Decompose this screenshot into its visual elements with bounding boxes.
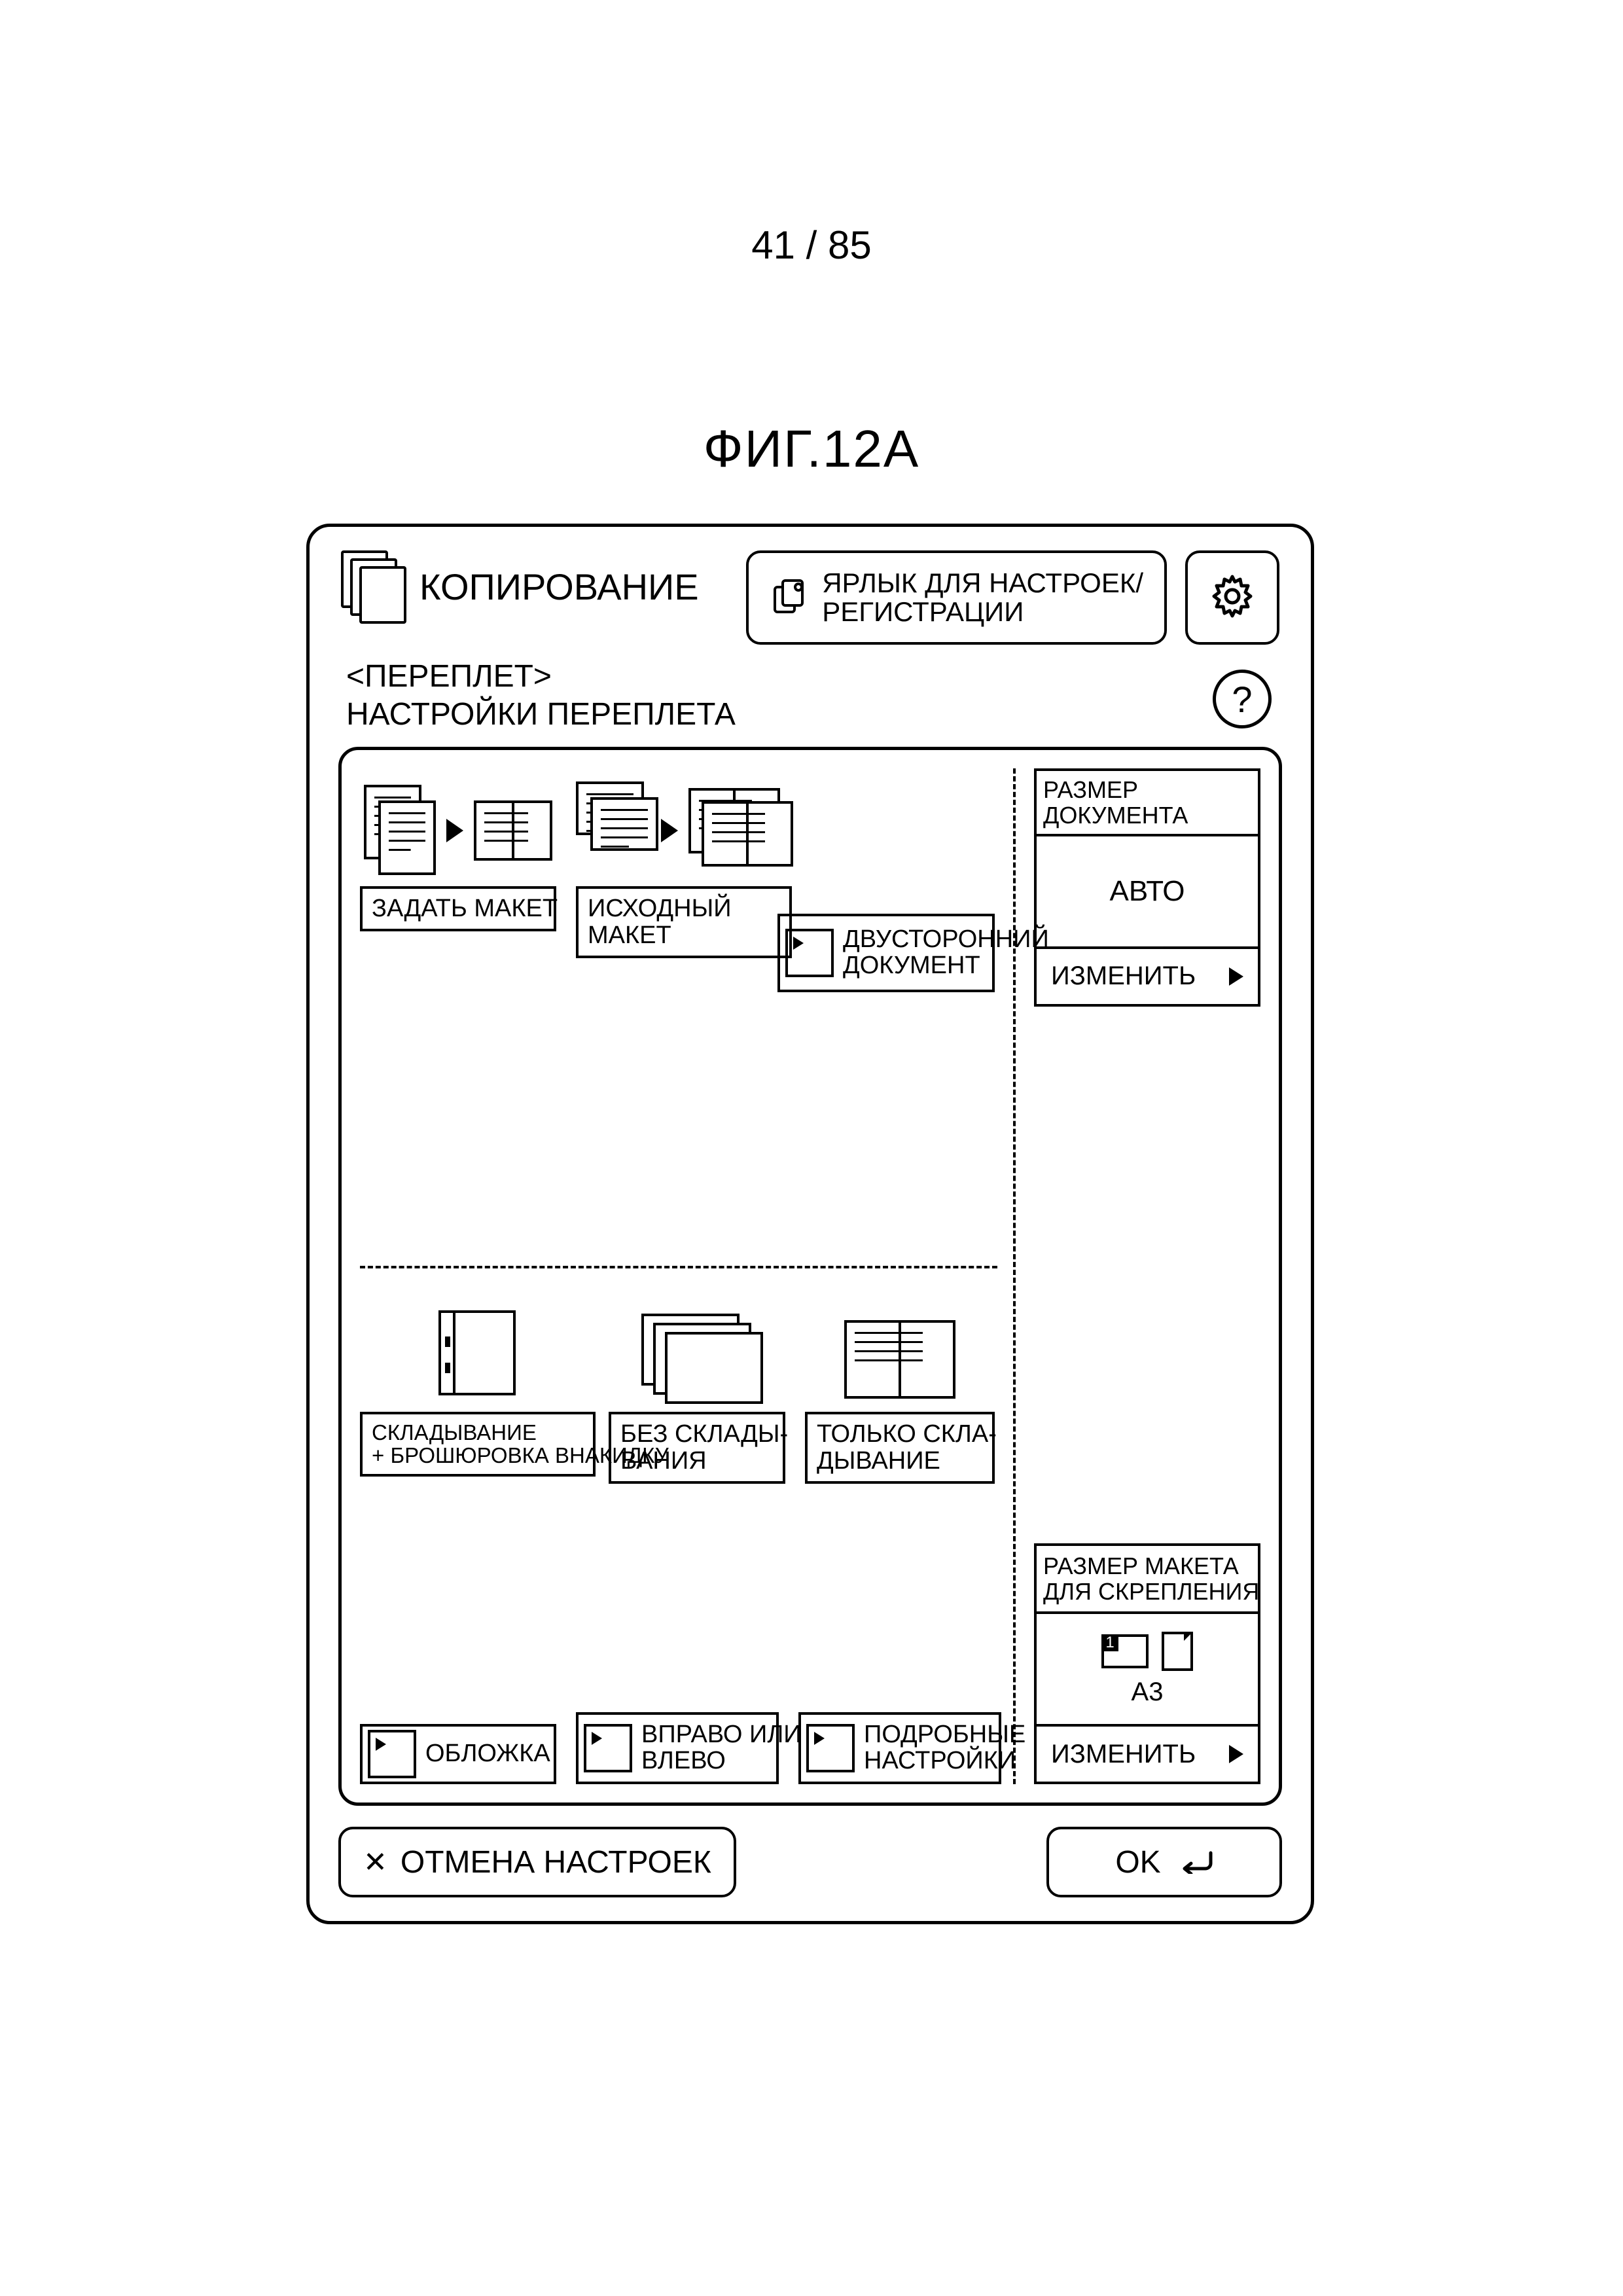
- opt-fold-staple[interactable]: СКЛАДЫВАНИЕ + БРОШЮРОВКА ВНАКИДКУ: [360, 1307, 596, 1477]
- layout-size-value: A3: [1132, 1677, 1164, 1707]
- gear-icon: [1209, 573, 1256, 623]
- two-sided-indicator: [785, 929, 834, 977]
- booklet-icon: [474, 800, 552, 861]
- chevron-right-icon: [1229, 1745, 1243, 1763]
- subtitle-line2: НАСТРОЙКИ ПЕРЕПЛЕТА: [346, 696, 736, 734]
- cover-indicator: [368, 1730, 416, 1778]
- doc-size-label: РАЗМЕР ДОКУМЕНТА: [1034, 768, 1260, 834]
- opt-set-layout[interactable]: ЗАДАТЬ МАКЕТ: [360, 775, 556, 931]
- fold-staple-label: СКЛАДЫВАНИЕ + БРОШЮРОВКА ВНАКИДКУ: [360, 1412, 596, 1477]
- subtitle: <ПЕРЕПЛЕТ> НАСТРОЙКИ ПЕРЕПЛЕТА: [346, 658, 736, 733]
- opt-no-fold[interactable]: БЕЗ СКЛАДЫ- ВАНИЯ: [609, 1307, 785, 1484]
- cover-label: ОБЛОЖКА: [425, 1741, 550, 1767]
- source-layout-icon: [576, 775, 792, 886]
- chevron-right-icon: [1229, 967, 1243, 986]
- help-icon: ?: [1232, 678, 1252, 721]
- layout-size-change-button[interactable]: ИЗМЕНИТЬ: [1034, 1724, 1260, 1784]
- cancel-settings-label: ОТМЕНА НАСТРОЕК: [401, 1844, 711, 1880]
- booklets-icon: [688, 788, 792, 873]
- set-layout-label: ЗАДАТЬ МАКЕТ: [360, 886, 556, 931]
- no-fold-icon: [609, 1307, 785, 1412]
- copy-icon: [341, 550, 404, 622]
- horizontal-divider: [360, 1266, 997, 1268]
- arrow-right-icon: [446, 819, 463, 842]
- shortcut-settings-button[interactable]: ЯРЛЫК ДЛЯ НАСТРОЕК/ РЕГИСТРАЦИИ: [746, 550, 1167, 645]
- sheet-icon: [1162, 1632, 1193, 1671]
- opt-source-layout[interactable]: ИСХОДНЫЙ МАКЕТ: [576, 775, 792, 958]
- figure-title: ФИГ.12A: [0, 419, 1623, 479]
- page-number: 41 / 85: [0, 223, 1623, 268]
- shortcut-label: ЯРЛЫК ДЛЯ НАСТРОЕК/ РЕГИСТРАЦИИ: [822, 569, 1143, 626]
- ok-button[interactable]: OK: [1046, 1827, 1282, 1897]
- main-panel: ЗАДАТЬ МАКЕТ ИС: [338, 747, 1282, 1806]
- doc-size-change-button[interactable]: ИЗМЕНИТЬ: [1034, 946, 1260, 1007]
- open-rl-label: ВПРАВО ИЛИ ВЛЕВО: [641, 1722, 802, 1774]
- return-icon: [1174, 1850, 1213, 1874]
- header-right: ЯРЛЫК ДЛЯ НАСТРОЕК/ РЕГИСТРАЦИИ: [746, 550, 1279, 645]
- device-frame: КОПИРОВАНИЕ ЯРЛЫК ДЛЯ НАСТРОЕК/ РЕГИСТРА…: [306, 524, 1314, 1924]
- two-sided-document-button[interactable]: ДВУСТОРОННИЙ ДОКУМЕНТ: [777, 914, 995, 992]
- layout-size-change-label: ИЗМЕНИТЬ: [1051, 1740, 1196, 1769]
- set-layout-icon: [360, 775, 556, 886]
- fold-staple-icon: [360, 1307, 596, 1412]
- only-fold-label: ТОЛЬКО СКЛА- ДЫВАНИЕ: [805, 1412, 995, 1484]
- detailed-label: ПОДРОБНЫЕ НАСТРОЙКИ: [864, 1722, 1026, 1774]
- opt-only-fold[interactable]: ТОЛЬКО СКЛА- ДЫВАНИЕ: [805, 1307, 995, 1484]
- vertical-divider: [1013, 768, 1016, 1784]
- detailed-indicator: [806, 1724, 855, 1772]
- arrow-right-icon: [661, 819, 678, 842]
- cover-button[interactable]: ОБЛОЖКА: [360, 1724, 556, 1784]
- app-title: КОПИРОВАНИЕ: [419, 565, 699, 608]
- open-rl-indicator: [584, 1724, 632, 1772]
- layout-size-value-box: 1 A3: [1034, 1611, 1260, 1724]
- ok-label: OK: [1115, 1844, 1160, 1880]
- help-button[interactable]: ?: [1213, 670, 1272, 728]
- close-icon: ✕: [363, 1846, 387, 1879]
- settings-gear-button[interactable]: [1185, 550, 1279, 645]
- cancel-settings-button[interactable]: ✕ ОТМЕНА НАСТРОЕК: [338, 1827, 736, 1897]
- header: КОПИРОВАНИЕ ЯРЛЫК ДЛЯ НАСТРОЕК/ РЕГИСТРА…: [341, 550, 1279, 645]
- source-layout-label: ИСХОДНЫЙ МАКЕТ: [576, 886, 792, 958]
- doc-size-change-label: ИЗМЕНИТЬ: [1051, 961, 1196, 991]
- left-area: ЗАДАТЬ МАКЕТ ИС: [360, 768, 997, 1784]
- footer: ✕ ОТМЕНА НАСТРОЕК OK: [338, 1827, 1282, 1897]
- tray-number: 1: [1101, 1634, 1118, 1651]
- layout-size-label: РАЗМЕР МАКЕТА ДЛЯ СКРЕПЛЕНИЯ: [1034, 1543, 1260, 1611]
- tray-icon: 1: [1101, 1634, 1149, 1668]
- no-fold-label: БЕЗ СКЛАДЫ- ВАНИЯ: [609, 1412, 785, 1484]
- shortcut-icon: [770, 578, 809, 617]
- right-column: РАЗМЕР ДОКУМЕНТА АВТО ИЗМЕНИТЬ РАЗМЕР МА…: [1034, 768, 1260, 1784]
- two-sided-label: ДВУСТОРОННИЙ ДОКУМЕНТ: [843, 927, 1049, 979]
- open-right-left-button[interactable]: ВПРАВО ИЛИ ВЛЕВО: [576, 1712, 779, 1784]
- doc-size-value: АВТО: [1034, 834, 1260, 946]
- header-left: КОПИРОВАНИЕ: [341, 550, 699, 622]
- subtitle-line1: <ПЕРЕПЛЕТ>: [346, 658, 736, 696]
- only-fold-icon: [805, 1307, 995, 1412]
- detailed-settings-button[interactable]: ПОДРОБНЫЕ НАСТРОЙКИ: [798, 1712, 1001, 1784]
